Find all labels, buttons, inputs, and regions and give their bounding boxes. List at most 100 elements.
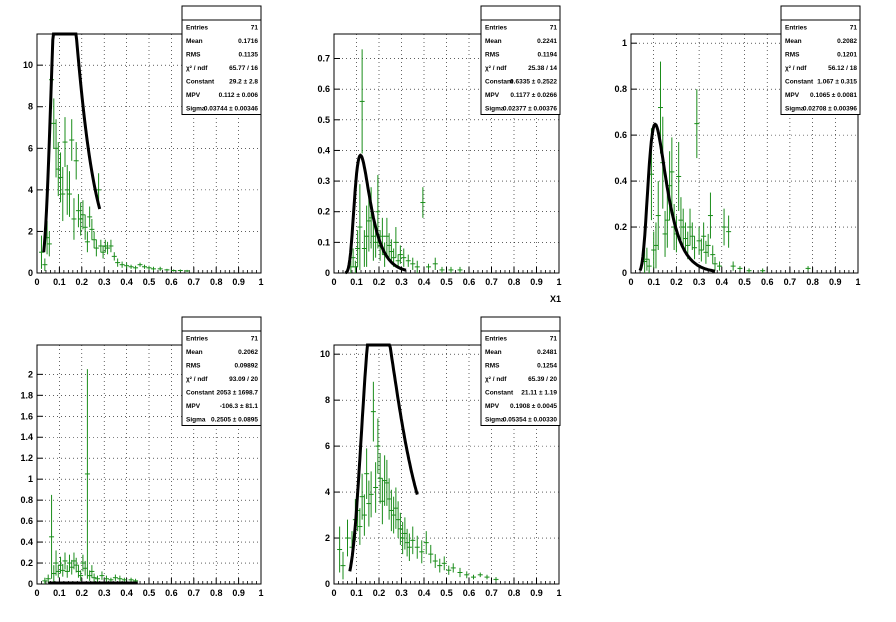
stats-label: MPV: [485, 403, 500, 410]
stats-label: Entries: [785, 25, 807, 32]
x-tick-label: 0: [34, 277, 39, 287]
x-tick-label: 0.3: [395, 588, 408, 598]
y-tick-label: 0.4: [20, 537, 33, 547]
histogram-panel-4: 0 0.1 0.2 0.3 0.4 0.5 0.6 0.7 0.8 0.9 1 0 0.2 0.4 0.6 0…: [20, 316, 264, 598]
y-tick-label: 0.7: [317, 54, 330, 64]
stats-value: 0.09892: [235, 363, 259, 370]
histogram-panel-2: 0 0.1 0.2 0.3 0.4 0.5 0.6 0.7 0.8 0.9 1 0 0.1 0.2 0.3 0…: [317, 5, 562, 287]
stats-label: MPV: [186, 92, 201, 99]
stats-box: Entries 71 Mean 0.2062 RMS 0.09892 χ² / ndf 93.…: [181, 316, 262, 426]
stats-label: Sigma: [485, 417, 505, 424]
stats-value: 0.03744 ± 0.00346: [204, 106, 259, 113]
stats-box: Entries 71 Mean 0.2481 RMS 0.1254 χ² / ndf 65.3…: [480, 316, 561, 426]
x-tick-label: 0.6: [165, 277, 178, 287]
stats-value: 0.1716: [238, 38, 258, 45]
panels-group: 0 0.1 0.2 0.3 0.4 0.5 0.6 0.7 0.8 0.9 10246810Entr…: [20, 5, 861, 598]
stats-label: Entries: [485, 25, 507, 32]
x-axis-title: X1: [550, 294, 561, 304]
stats-label: MPV: [186, 403, 201, 410]
x-tick-label: 0.3: [693, 277, 706, 287]
stats-value: 0.1194: [537, 52, 557, 59]
x-tick-label: 0.2: [76, 588, 89, 598]
stats-label: RMS: [785, 52, 800, 59]
stats-label: χ² / ndf: [186, 376, 208, 383]
stats-value: 71: [550, 336, 558, 343]
x-tick-label: 0.7: [188, 588, 201, 598]
x-tick-label: 0.4: [120, 277, 133, 287]
fit-curve: [42, 32, 102, 253]
stats-value: 0.02377 ± 0.00376: [503, 106, 558, 113]
stats-value: 56.12 / 18: [828, 65, 857, 72]
stats-value: 0.1177 ± 0.0266: [510, 92, 557, 99]
stats-label: Sigma: [186, 106, 206, 113]
stats-label: Mean: [485, 349, 502, 356]
histogram-panel-3: 0 0.1 0.2 0.3 0.4 0.5 0.6 0.7 0.8 0.9 1 0 0.2 0.4 0.6 0…: [614, 5, 861, 287]
stats-label: MPV: [785, 92, 800, 99]
fit-curve: [348, 343, 419, 572]
stats-label: χ² / ndf: [186, 65, 208, 72]
x-tick-label: 1: [855, 277, 860, 287]
x-tick-label: 0.6: [463, 588, 476, 598]
x-tick-label: 0: [331, 588, 336, 598]
y-tick-label: 0.4: [317, 145, 330, 155]
stats-value: 0.1254: [537, 363, 557, 370]
x-tick-label: 0.9: [530, 277, 543, 287]
x-tick-label: 0: [628, 277, 633, 287]
stats-value: 0.1135: [238, 52, 258, 59]
stats-label: Sigma: [485, 106, 505, 113]
stats-value: 0.1201: [837, 52, 857, 59]
x-tick-label: 0.8: [210, 588, 223, 598]
stats-label: Mean: [485, 38, 502, 45]
stats-label: Mean: [186, 38, 203, 45]
x-tick-label: 0.1: [53, 277, 66, 287]
stats-label: Mean: [785, 38, 802, 45]
stats-value: 71: [550, 25, 558, 32]
stats-value: 65.77 / 16: [229, 65, 258, 72]
stats-box-frame: [480, 5, 561, 115]
y-tick-label: 0.1: [317, 237, 330, 247]
stats-value: 0.1908 ± 0.0045: [510, 403, 557, 410]
y-tick-label: 0: [325, 579, 330, 589]
stats-label: χ² / ndf: [485, 65, 507, 72]
x-tick-label: 0.9: [232, 277, 245, 287]
stats-label: Entries: [485, 336, 507, 343]
y-tick-label: 1.8: [20, 390, 33, 400]
stats-box-frame: [480, 316, 561, 426]
x-tick-label: 0.4: [418, 588, 431, 598]
x-tick-label: 1: [556, 277, 561, 287]
y-tick-label: 6: [28, 143, 33, 153]
x-tick-label: 0.6: [165, 588, 178, 598]
stats-label: Constant: [785, 79, 814, 86]
y-tick-label: 1: [28, 474, 33, 484]
x-tick-label: 0.7: [784, 277, 797, 287]
x-tick-label: 0.8: [508, 588, 521, 598]
y-tick-label: 0.6: [317, 84, 330, 94]
x-tick-label: 0.1: [350, 277, 363, 287]
x-tick-label: 0.1: [350, 588, 363, 598]
stats-label: Constant: [485, 79, 514, 86]
stats-label: RMS: [186, 363, 201, 370]
x-tick-label: 0.7: [485, 588, 498, 598]
stats-value: 0.1065 ± 0.0081: [810, 92, 857, 99]
x-tick-label: 0.2: [76, 277, 89, 287]
y-tick-label: 0: [325, 268, 330, 278]
x-tick-label: 0.1: [647, 277, 660, 287]
stats-value: 0.2505 ± 0.0895: [211, 417, 258, 424]
x-tick-label: 1: [258, 588, 263, 598]
stats-label: RMS: [485, 52, 500, 59]
stats-value: 71: [850, 25, 858, 32]
stats-label: Constant: [186, 390, 215, 397]
y-tick-label: 0.4: [614, 176, 627, 186]
y-tick-label: 0.2: [614, 222, 627, 232]
stats-value: 21.11 ± 1.19: [521, 390, 557, 397]
stats-value: -106.3 ± 81.1: [220, 403, 259, 410]
x-tick-label: 0.3: [98, 277, 111, 287]
x-tick-label: 0.3: [395, 277, 408, 287]
stats-label: RMS: [485, 363, 500, 370]
y-tick-label: 0.6: [20, 516, 33, 526]
stats-label: Mean: [186, 349, 203, 356]
x-tick-label: 0.7: [188, 277, 201, 287]
x-tick-label: 0.2: [670, 277, 683, 287]
stats-label: MPV: [485, 92, 500, 99]
